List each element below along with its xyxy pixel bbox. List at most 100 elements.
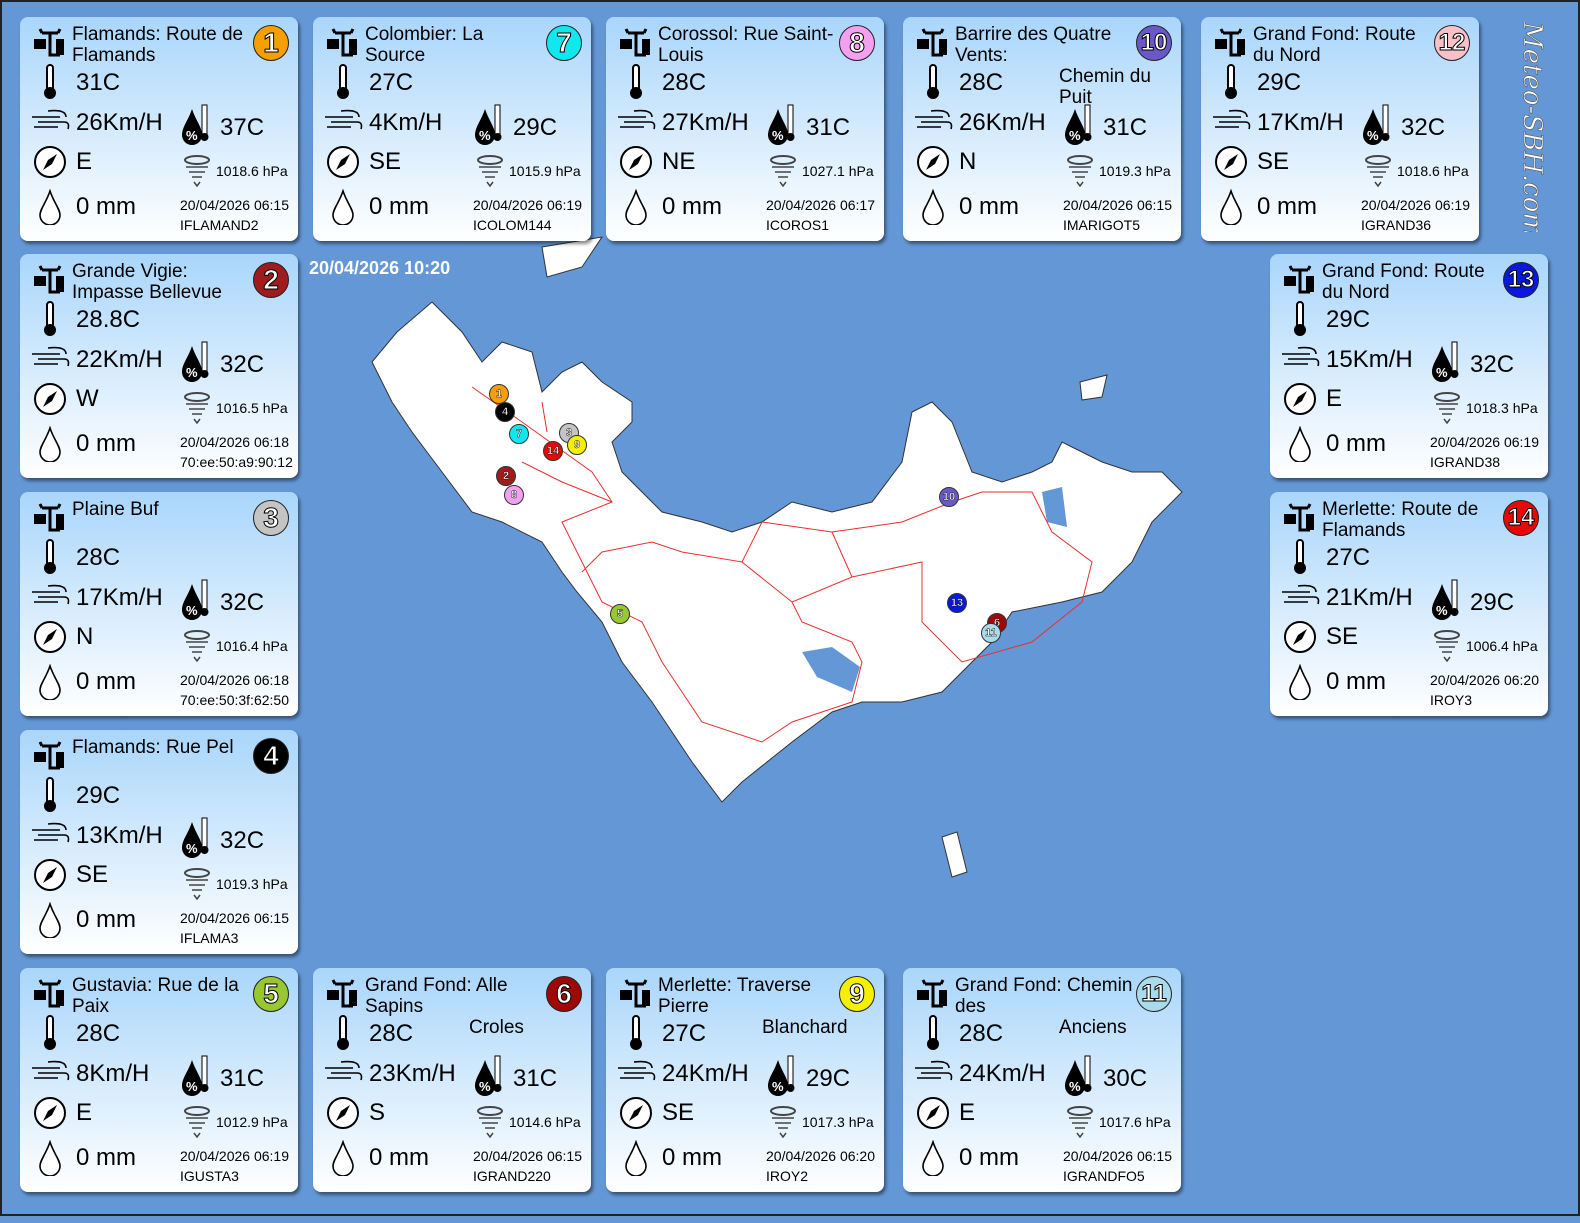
heat-index-icon: % — [180, 578, 212, 627]
station-card[interactable]: Flamands: Rue Pel 4 29C 13Km/H% 32C SE 1019.3 … — [20, 730, 298, 954]
svg-text:%: % — [1436, 365, 1448, 380]
station-card[interactable]: Barrire des Quatre Vents: Chemin du Puit 1… — [903, 17, 1181, 241]
compass-icon — [33, 145, 67, 184]
pressure: 1018.6 hPa — [1397, 163, 1469, 179]
station-id: IGRANDFO5 — [1063, 1168, 1145, 1184]
station-card[interactable]: Flamands: Route de Flamands 1 31C 26Km/H% 37… — [20, 17, 298, 241]
compass-icon — [33, 1096, 67, 1135]
station-name-overflow: Chemin du Puit — [1059, 66, 1151, 108]
temperature: 27C — [1326, 544, 1371, 571]
feels-like: 32C — [1401, 114, 1446, 141]
wind-icon — [323, 1058, 365, 1093]
observation-time: 20/04/2026 06:15 — [180, 910, 289, 926]
station-name: Flamands: Rue Pel — [72, 737, 234, 758]
map-marker-station[interactable]: 13 — [947, 593, 967, 613]
rainfall: 0 mm — [959, 193, 1019, 220]
station-name: Grand Fond: Route du Nord — [1322, 261, 1485, 303]
observation-time: 20/04/2026 06:19 — [473, 197, 582, 213]
svg-text:%: % — [772, 1079, 784, 1094]
map-marker-station[interactable]: 7 — [509, 424, 529, 444]
station-name-overflow: Croles — [469, 1017, 524, 1038]
map-marker-station[interactable]: 14 — [543, 441, 563, 461]
raindrop-icon — [37, 1139, 63, 1181]
temperature: 28C — [662, 69, 707, 96]
map-marker-station[interactable]: 9 — [567, 435, 587, 455]
station-card[interactable]: Grand Fond: Chemin des Anciens 11 28C 24Km/H… — [903, 968, 1181, 1192]
station-card[interactable]: Merlette: Traverse Pierre Blanchard 9 27C 24… — [606, 968, 884, 1192]
observation-time: 20/04/2026 06:18 — [180, 672, 289, 688]
wind-direction: E — [959, 1099, 976, 1126]
station-card[interactable]: Grand Fond: Alle Sapins Croles 6 28C 23Km/H%… — [313, 968, 591, 1192]
wind-icon — [1280, 344, 1322, 379]
map-marker-station[interactable]: 4 — [495, 402, 515, 422]
wind-speed: 26Km/H — [959, 109, 1046, 136]
station-card[interactable]: Corossol: Rue Saint-Louis 8 28C 27Km/H% 31C N… — [606, 17, 884, 241]
heat-index-icon: % — [1430, 578, 1462, 627]
compass-icon — [916, 145, 950, 184]
station-card[interactable]: Plaine Buf 3 28C 17Km/H% 32C N 1016.4 hPa 0 mm 2… — [20, 492, 298, 716]
station-number-badge: 10 — [1136, 25, 1172, 61]
station-card[interactable]: Grand Fond: Route du Nord 13 29C 15Km/H% 32C… — [1270, 254, 1548, 478]
compass-icon — [619, 1096, 653, 1135]
raindrop-icon — [37, 188, 63, 230]
pressure: 1027.1 hPa — [802, 163, 874, 179]
observation-time: 20/04/2026 06:15 — [1063, 1148, 1172, 1164]
barometer-icon — [475, 1106, 505, 1143]
feels-like: 31C — [220, 1065, 265, 1092]
heat-index-icon: % — [1063, 1054, 1095, 1103]
observation-time: 20/04/2026 06:15 — [1063, 197, 1172, 213]
station-card[interactable]: Grand Fond: Route du Nord 12 29C 17Km/H% 32C… — [1201, 17, 1479, 241]
heat-index-icon: % — [180, 103, 212, 152]
map-marker-station[interactable]: 1 — [489, 384, 509, 404]
station-number-badge: 3 — [253, 500, 289, 536]
barometer-icon — [768, 155, 798, 192]
wind-direction: S — [369, 1099, 386, 1126]
wind-icon — [323, 107, 365, 142]
station-card[interactable]: Grande Vigie: Impasse Bellevue 2 28.8C 22Km… — [20, 254, 298, 478]
map-marker-station[interactable]: 8 — [504, 485, 524, 505]
map-marker-station[interactable]: 11 — [981, 623, 1001, 643]
weather-station-icon — [32, 262, 68, 298]
wind-icon — [1280, 582, 1322, 617]
raindrop-icon — [1218, 188, 1244, 230]
wind-speed: 13Km/H — [76, 822, 163, 849]
temperature: 28C — [76, 544, 121, 571]
heat-index-icon: % — [180, 340, 212, 389]
feels-like: 29C — [806, 1065, 851, 1092]
wind-speed: 17Km/H — [76, 584, 163, 611]
station-card[interactable]: Merlette: Route de Flamands 14 27C 21Km/H% 2… — [1270, 492, 1548, 716]
svg-text:%: % — [186, 603, 198, 618]
pressure: 1015.9 hPa — [509, 163, 581, 179]
rainfall: 0 mm — [662, 193, 722, 220]
station-number-badge: 13 — [1503, 262, 1539, 298]
station-number-badge: 12 — [1434, 25, 1470, 61]
pressure: 1006.4 hPa — [1466, 638, 1538, 654]
station-number-badge: 1 — [253, 25, 289, 61]
station-id: 70:ee:50:a9:90:12 — [180, 454, 293, 470]
rainfall: 0 mm — [76, 906, 136, 933]
heat-index-icon: % — [1361, 103, 1393, 152]
station-number-badge: 6 — [546, 976, 582, 1012]
wind-speed: 22Km/H — [76, 346, 163, 373]
barometer-icon — [1363, 155, 1393, 192]
map-marker-station[interactable]: 2 — [496, 466, 516, 486]
wind-speed: 24Km/H — [959, 1060, 1046, 1087]
pond — [802, 647, 860, 692]
compass-icon — [33, 620, 67, 659]
station-card[interactable]: Gustavia: Rue de la Paix 5 28C 8Km/H% 31C E 10… — [20, 968, 298, 1192]
islet — [1079, 374, 1108, 401]
map-marker-station[interactable]: 5 — [610, 604, 630, 624]
station-id: IROY3 — [1430, 692, 1473, 708]
station-card[interactable]: Colombier: La Source 7 27C 4Km/H% 29C SE 1015.… — [313, 17, 591, 241]
map-marker-station[interactable]: 10 — [939, 487, 959, 507]
thermometer-icon — [923, 63, 943, 106]
thermometer-icon — [40, 300, 60, 343]
wind-icon — [913, 107, 955, 142]
station-name: Grand Fond: Alle Sapins — [365, 975, 508, 1017]
feels-like: 29C — [1470, 589, 1515, 616]
station-number-badge: 5 — [253, 976, 289, 1012]
pond — [1042, 487, 1067, 527]
compass-icon — [33, 858, 67, 897]
rainfall: 0 mm — [369, 193, 429, 220]
rainfall: 0 mm — [1326, 430, 1386, 457]
